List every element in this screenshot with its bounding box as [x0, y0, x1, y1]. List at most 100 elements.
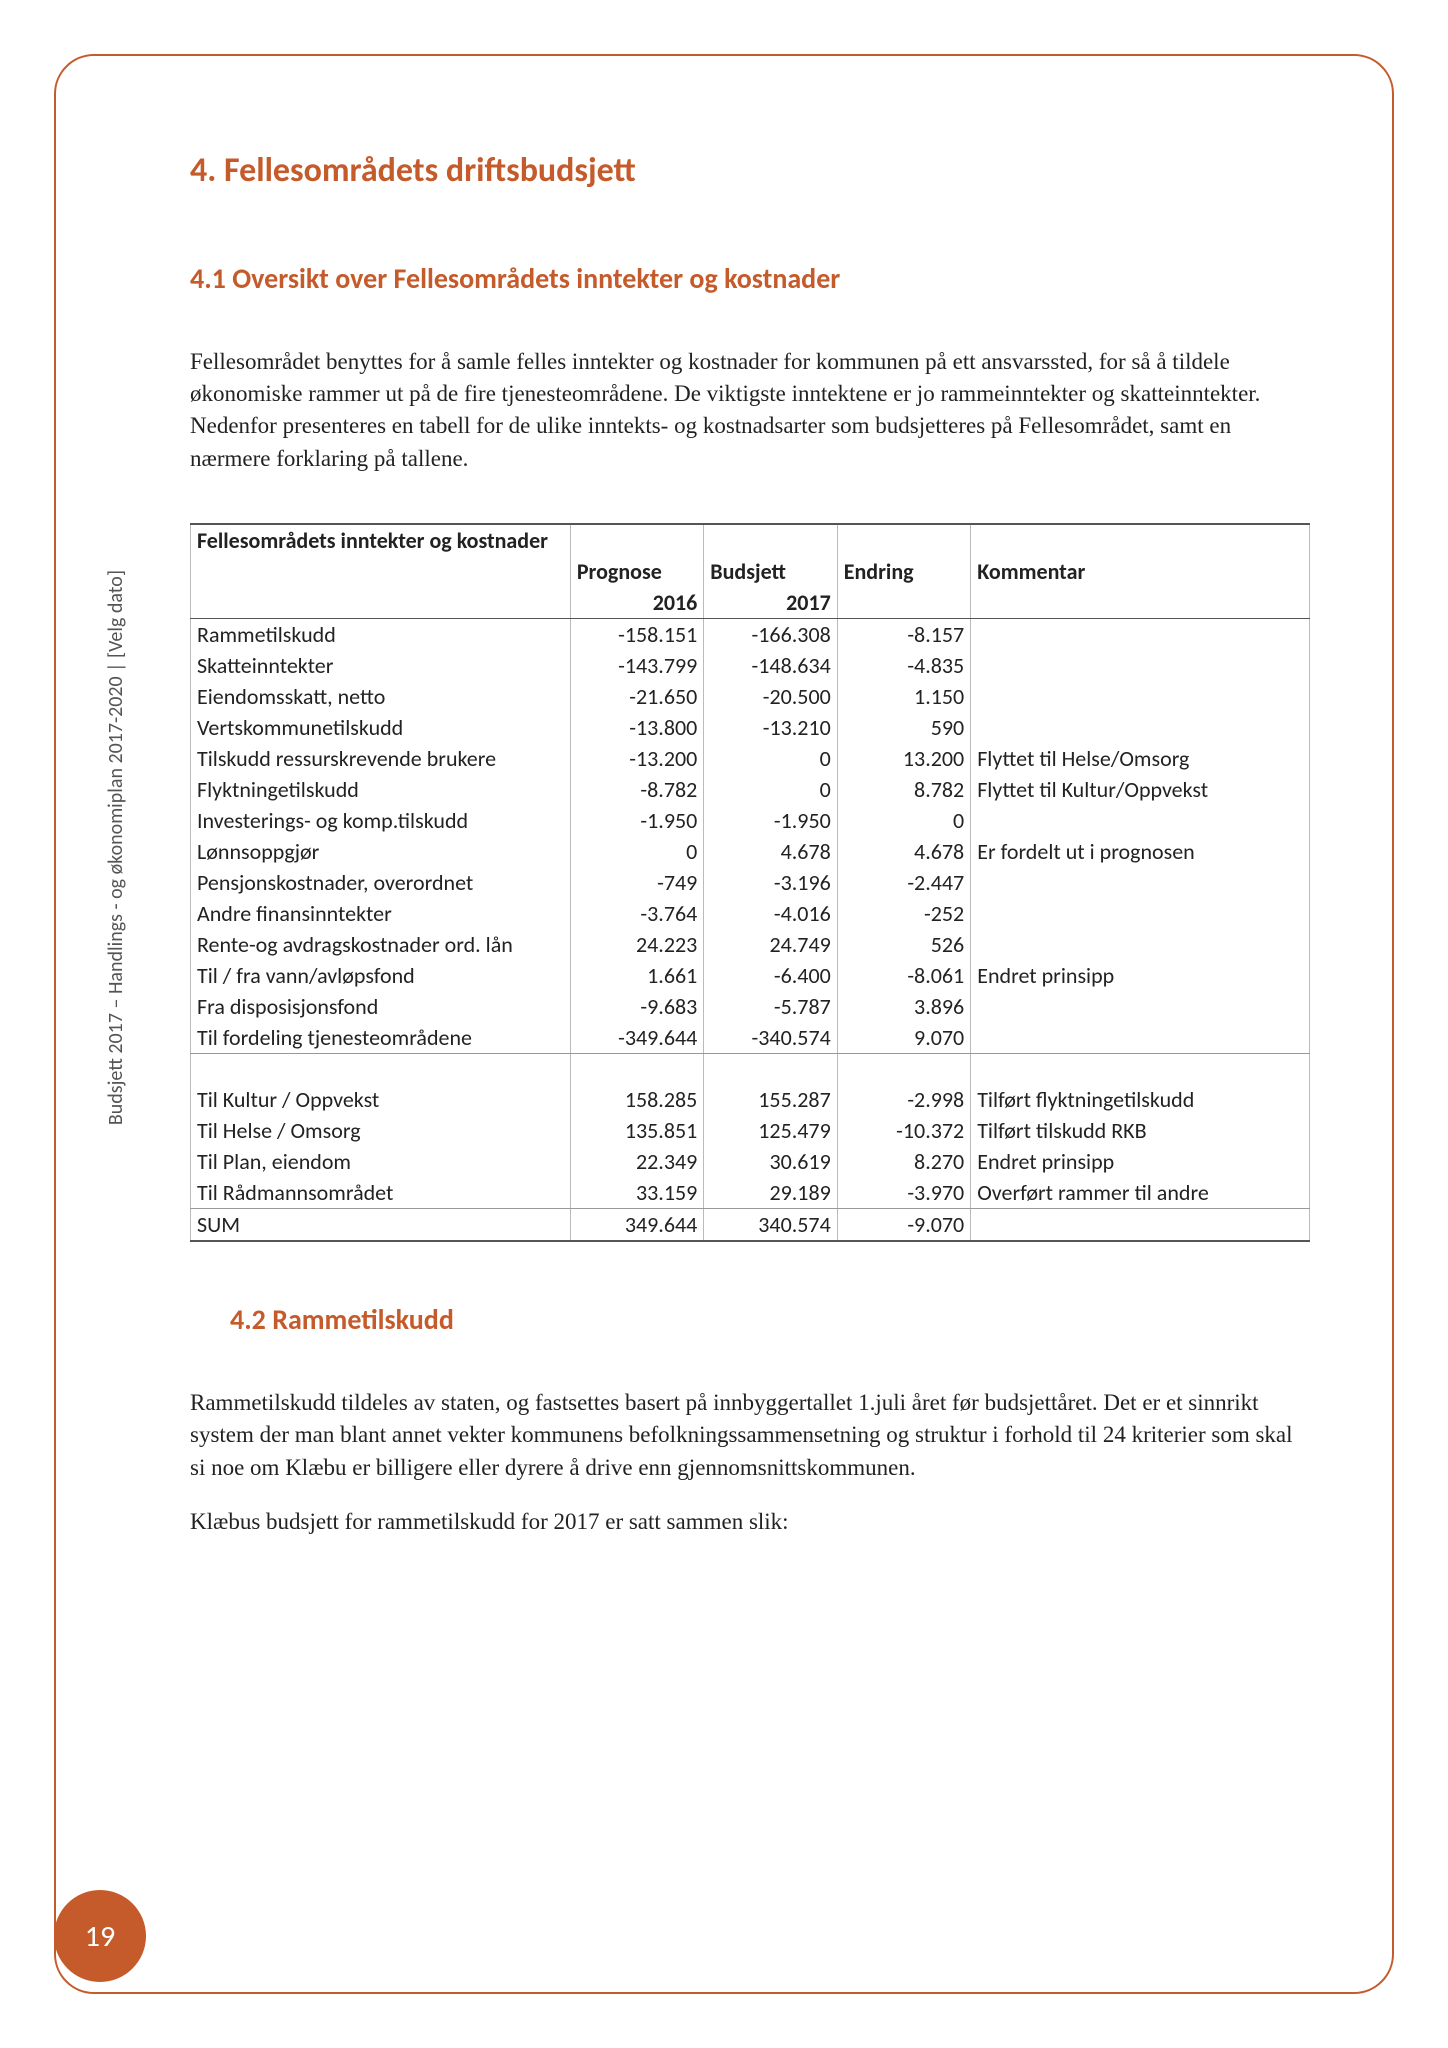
row-prognose: 1.661	[570, 960, 703, 991]
heading-section-4-1: 4.1 Oversikt over Fellesområdets inntekt…	[190, 261, 1310, 296]
row-budsjett: 24.749	[704, 929, 837, 960]
row-budsjett: -4.016	[704, 898, 837, 929]
row-prognose: -21.650	[570, 681, 703, 712]
table-row: Flyktningetilskudd-8.78208.782Flyttet ti…	[191, 774, 1310, 805]
row-label: Til Plan, eiendom	[191, 1146, 571, 1177]
row-kommentar	[971, 1022, 1310, 1054]
row-prognose: 33.159	[570, 1177, 703, 1209]
row-endring: -8.157	[837, 618, 970, 650]
row-budsjett: -6.400	[704, 960, 837, 991]
row-prognose: -158.151	[570, 618, 703, 650]
sum-prognose: 349.644	[570, 1209, 703, 1242]
row-prognose: -143.799	[570, 650, 703, 681]
row-prognose: -13.800	[570, 712, 703, 743]
row-kommentar	[971, 805, 1310, 836]
year-prognose: 2016	[570, 587, 703, 619]
row-label: Eiendomsskatt, netto	[191, 681, 571, 712]
sum-endring: -9.070	[837, 1209, 970, 1242]
table-row: Til Plan, eiendom22.34930.6198.270Endret…	[191, 1146, 1310, 1177]
row-endring: -4.835	[837, 650, 970, 681]
col-budsjett: Budsjett	[704, 556, 837, 587]
row-label: Rente-og avdragskostnader ord. lån	[191, 929, 571, 960]
year-budsjett: 2017	[704, 587, 837, 619]
row-endring: 4.678	[837, 836, 970, 867]
rammetilskudd-para-2: Klæbus budsjett for rammetilskudd for 20…	[190, 1506, 1310, 1538]
heading-main: 4. Fellesområdets driftsbudsjett	[190, 150, 1310, 191]
page-number-badge: 19	[54, 1890, 146, 1982]
row-kommentar: Er fordelt ut i prognosen	[971, 836, 1310, 867]
row-prognose: -8.782	[570, 774, 703, 805]
row-budsjett: -340.574	[704, 1022, 837, 1054]
row-kommentar	[971, 712, 1310, 743]
row-label: Andre finansinntekter	[191, 898, 571, 929]
row-endring: -252	[837, 898, 970, 929]
table-row: Andre finansinntekter-3.764-4.016-252	[191, 898, 1310, 929]
row-endring: 1.150	[837, 681, 970, 712]
row-kommentar: Flyttet til Helse/Omsorg	[971, 743, 1310, 774]
row-label: Til Kultur / Oppvekst	[191, 1084, 571, 1115]
intro-paragraph: Fellesområdet benyttes for å samle felle…	[190, 346, 1310, 475]
row-endring: -8.061	[837, 960, 970, 991]
row-prognose: 0	[570, 836, 703, 867]
col-endring: Endring	[837, 556, 970, 587]
row-kommentar: Endret prinsipp	[971, 960, 1310, 991]
sum-budsjett: 340.574	[704, 1209, 837, 1242]
row-endring: -10.372	[837, 1115, 970, 1146]
row-budsjett: 155.287	[704, 1084, 837, 1115]
row-kommentar: Overført rammer til andre	[971, 1177, 1310, 1209]
row-kommentar	[971, 898, 1310, 929]
row-endring: 8.782	[837, 774, 970, 805]
row-endring: 3.896	[837, 991, 970, 1022]
main-content: 4. Fellesområdets driftsbudsjett 4.1 Ove…	[190, 150, 1310, 1560]
sum-label: SUM	[191, 1209, 571, 1242]
table-row: Lønnsoppgjør04.6784.678Er fordelt ut i p…	[191, 836, 1310, 867]
table-row: Investerings- og komp.tilskudd-1.950-1.9…	[191, 805, 1310, 836]
row-budsjett: -148.634	[704, 650, 837, 681]
table-row: Rammetilskudd-158.151-166.308-8.157	[191, 618, 1310, 650]
row-label: Til / fra vann/avløpsfond	[191, 960, 571, 991]
sum-kommentar	[971, 1209, 1310, 1242]
rammetilskudd-para-1: Rammetilskudd tildeles av staten, og fas…	[190, 1387, 1310, 1484]
row-label: Rammetilskudd	[191, 618, 571, 650]
row-budsjett: -5.787	[704, 991, 837, 1022]
row-budsjett: -1.950	[704, 805, 837, 836]
row-label: Tilskudd ressurskrevende brukere	[191, 743, 571, 774]
row-kommentar: Endret prinsipp	[971, 1146, 1310, 1177]
page-number: 19	[85, 1918, 115, 1955]
row-prognose: -349.644	[570, 1022, 703, 1054]
row-label: Lønnsoppgjør	[191, 836, 571, 867]
row-label: Pensjonskostnader, overordnet	[191, 867, 571, 898]
row-prognose: -13.200	[570, 743, 703, 774]
table-row: Pensjonskostnader, overordnet-749-3.196-…	[191, 867, 1310, 898]
col-prognose: Prognose	[570, 556, 703, 587]
row-endring: -2.447	[837, 867, 970, 898]
row-endring: 590	[837, 712, 970, 743]
row-kommentar	[971, 681, 1310, 712]
row-label: Flyktningetilskudd	[191, 774, 571, 805]
table-row: Til / fra vann/avløpsfond1.661-6.400-8.0…	[191, 960, 1310, 991]
table-row: Til Helse / Omsorg135.851125.479-10.372T…	[191, 1115, 1310, 1146]
row-budsjett: -3.196	[704, 867, 837, 898]
table-row: Rente-og avdragskostnader ord. lån24.223…	[191, 929, 1310, 960]
row-prognose: 158.285	[570, 1084, 703, 1115]
row-kommentar: Tilført tilskudd RKB	[971, 1115, 1310, 1146]
table-row: Tilskudd ressurskrevende brukere-13.2000…	[191, 743, 1310, 774]
row-prognose: -3.764	[570, 898, 703, 929]
table-row: Eiendomsskatt, netto-21.650-20.5001.150	[191, 681, 1310, 712]
row-kommentar: Tilført flyktningetilskudd	[971, 1084, 1310, 1115]
row-endring: -2.998	[837, 1084, 970, 1115]
row-budsjett: -166.308	[704, 618, 837, 650]
row-endring: 0	[837, 805, 970, 836]
row-endring: 8.270	[837, 1146, 970, 1177]
row-endring: 13.200	[837, 743, 970, 774]
heading-section-4-2: 4.2 Rammetilskudd	[230, 1302, 1310, 1337]
row-endring: -3.970	[837, 1177, 970, 1209]
row-label: Vertskommunetilskudd	[191, 712, 571, 743]
row-kommentar: Flyttet til Kultur/Oppvekst	[971, 774, 1310, 805]
table-row: Til Rådmannsområdet33.15929.189-3.970Ove…	[191, 1177, 1310, 1209]
row-endring: 526	[837, 929, 970, 960]
row-kommentar	[971, 618, 1310, 650]
table-row: Til fordeling tjenesteområdene-349.644-3…	[191, 1022, 1310, 1054]
budget-table: Fellesområdets inntekter og kostnader Pr…	[190, 523, 1310, 1243]
table-row: Skatteinntekter-143.799-148.634-4.835	[191, 650, 1310, 681]
